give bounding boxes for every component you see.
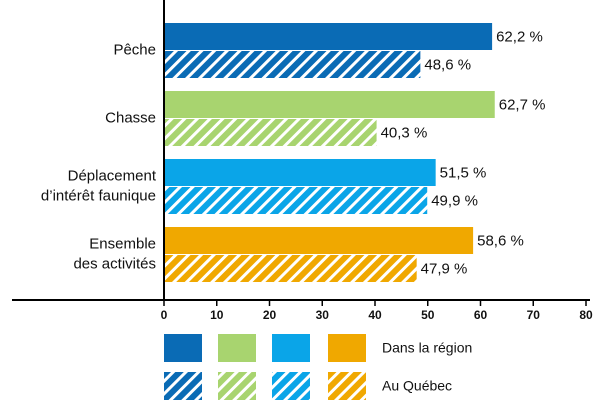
category-label: Déplacement: [68, 167, 157, 184]
bar: [164, 91, 495, 118]
value-label: 58,6 %: [477, 232, 524, 249]
legend-swatch: [272, 334, 310, 362]
x-tick-label: 60: [474, 308, 488, 322]
legend-swatch: [218, 372, 256, 400]
legend-label: Au Québec: [382, 378, 452, 394]
bar: [164, 159, 436, 186]
value-label: 40,3 %: [381, 124, 428, 141]
x-tick-label: 70: [527, 308, 541, 322]
legend-swatch: [164, 372, 202, 400]
x-tick-label: 80: [579, 308, 593, 322]
bar: [164, 51, 421, 78]
x-tick-label: 30: [316, 308, 330, 322]
x-tick-label: 20: [263, 308, 277, 322]
x-tick-label: 40: [368, 308, 382, 322]
bar: [164, 227, 474, 254]
x-tick-label: 0: [161, 308, 168, 322]
category-label: des activités: [73, 255, 156, 272]
category-label: Ensemble: [89, 235, 156, 252]
bar: [164, 119, 377, 146]
category-label: d’intérêt faunique: [41, 187, 156, 204]
legend-swatch: [328, 372, 366, 400]
x-tick-label: 10: [210, 308, 224, 322]
value-label: 49,9 %: [431, 192, 478, 209]
category-label: Pêche: [113, 41, 156, 58]
legend-swatch: [328, 334, 366, 362]
value-label: 62,7 %: [499, 96, 546, 113]
value-label: 48,6 %: [424, 56, 471, 73]
legend-swatch: [164, 334, 202, 362]
legend-label: Dans la région: [382, 340, 472, 356]
bar: [164, 255, 417, 282]
value-label: 51,5 %: [440, 164, 487, 181]
legend-swatch: [218, 334, 256, 362]
x-tick-label: 50: [421, 308, 435, 322]
value-label: 47,9 %: [421, 260, 468, 277]
value-label: 62,2 %: [496, 28, 543, 45]
bar: [164, 187, 428, 214]
legend-swatch: [272, 372, 310, 400]
bar: [164, 23, 493, 50]
category-label: Chasse: [105, 109, 156, 126]
